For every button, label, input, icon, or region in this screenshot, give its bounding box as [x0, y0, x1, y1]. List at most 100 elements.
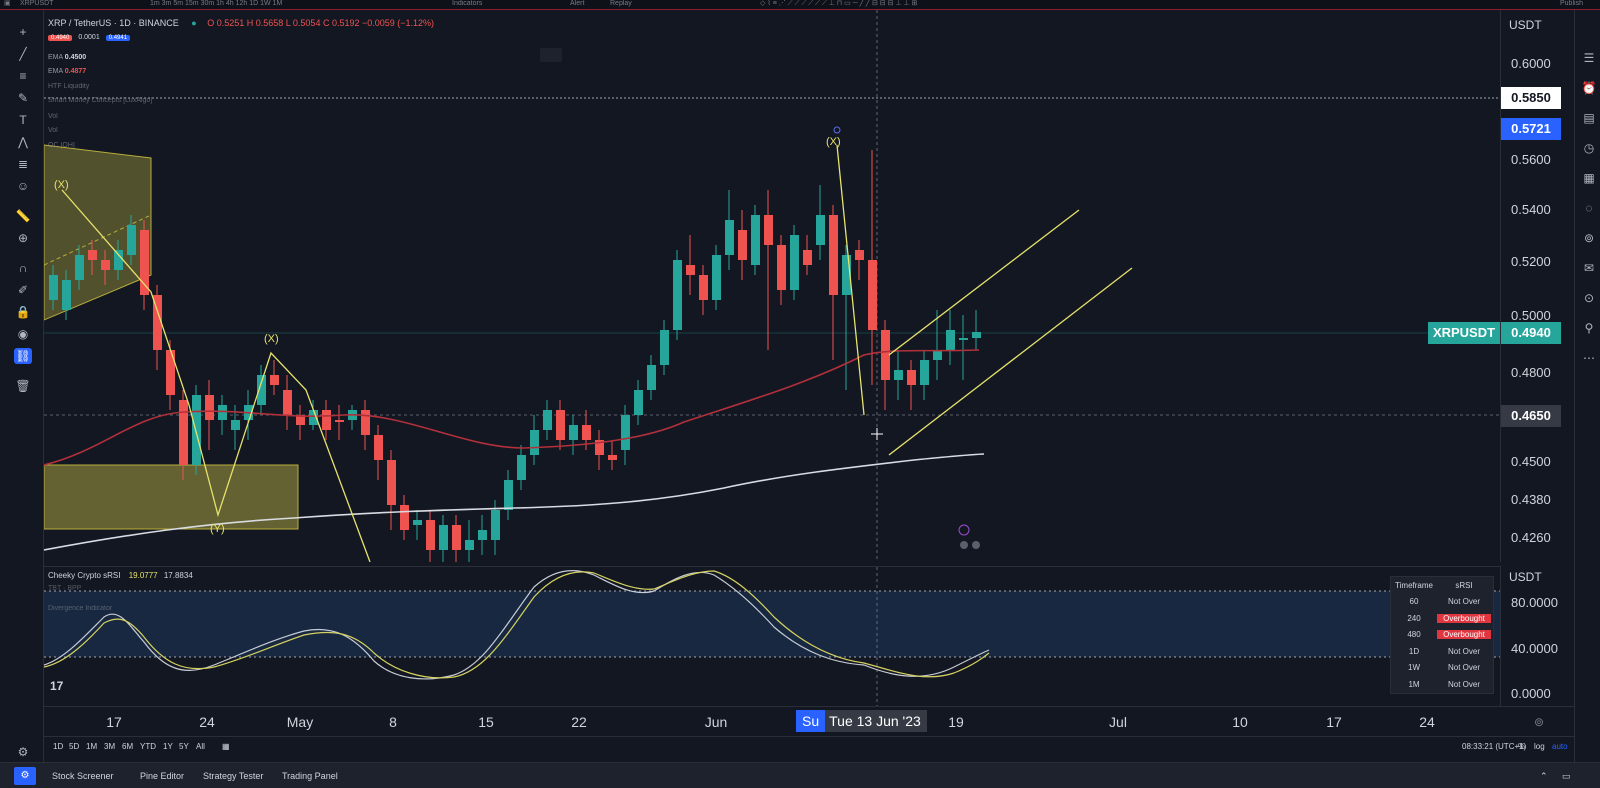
range-5y[interactable]: 5Y [179, 742, 189, 751]
tab-trading-panel[interactable]: Trading Panel [282, 771, 338, 781]
prediction-icon[interactable]: ≣ [17, 157, 29, 171]
zoom-icon[interactable]: ⊕ [17, 231, 29, 245]
legend-vol-2[interactable]: Vol [48, 127, 58, 134]
alert-button[interactable]: Alert [570, 0, 585, 7]
collapse-panel-icon[interactable]: ⌃ [1540, 771, 1548, 781]
indicators-button[interactable]: Indicators [452, 0, 483, 7]
candle-body [140, 230, 149, 295]
srsi-sub-legend-2[interactable]: Divergence Indicator [48, 605, 113, 612]
crosshair-icon[interactable]: + [19, 25, 27, 39]
bid-price[interactable]: 0.4940 [48, 35, 73, 41]
drawing-shortcuts[interactable]: ◇ ⌇ ≡ ⋰ ⟋ ⟋ ⟋ ⟋ ⟋ ⟋ ⊥ ⊓ ▭ ─ ╱ ╱ ⊟ ⊟ ⊟ ⊥ … [760, 0, 918, 7]
legend-ema-2[interactable]: EMA 0.4877 [48, 68, 87, 75]
maximize-panel-icon[interactable]: ▭ [1562, 771, 1571, 781]
calendar-icon[interactable]: ▦ [1583, 171, 1595, 185]
event-marker-icon[interactable] [958, 524, 970, 536]
range-all[interactable]: All [196, 742, 205, 751]
lock-icon[interactable]: 🔒 [15, 305, 31, 319]
symbol-search[interactable]: XRPUSDT [20, 0, 54, 7]
price-axis[interactable]: USDT 0.6000 0.5600 0.5400 0.5200 0.5000 … [1500, 10, 1574, 562]
symbol-line[interactable]: XRP / TetherUS · 1D · BINANCE [48, 18, 179, 28]
timeframes[interactable]: 1m 3m 5m 15m 30m 1h 4h 12h 1D 1W 1M [150, 0, 283, 7]
candle-body [192, 395, 201, 465]
candle-body [465, 540, 474, 550]
replay-button[interactable]: Replay [610, 0, 632, 7]
main-chart[interactable]: (X) (X) (Y) (X) XRP / TetherUS · 1D · BI… [44, 10, 1500, 562]
range-1y[interactable]: 1Y [163, 742, 173, 751]
tab-strategy-tester[interactable]: Strategy Tester [203, 771, 264, 781]
publish-button[interactable]: Publish [1560, 0, 1583, 7]
ask-price[interactable]: 0.4941 [105, 35, 131, 41]
legend-oc[interactable]: OC [OH] [48, 142, 75, 149]
range-3m[interactable]: 3M [104, 742, 116, 751]
trend-line-icon[interactable]: ╱ [19, 47, 27, 61]
help-icon[interactable]: ⋯ [1583, 351, 1595, 365]
tab-pine-editor[interactable]: Pine Editor [140, 771, 185, 781]
horizontal-lines-icon[interactable]: ≡ [19, 69, 27, 83]
emoji-icon[interactable]: ☺ [16, 179, 30, 193]
time-tick: 22 [571, 714, 587, 730]
streams-icon[interactable]: ⊚ [1583, 231, 1595, 245]
date-range-icon[interactable]: ▦ [222, 742, 230, 751]
srsi-table-header: Timeframe sRSI [1395, 580, 1473, 590]
candle-body [751, 215, 760, 265]
legend-vol-1[interactable]: Vol [48, 113, 58, 120]
table-row: 1D Not Over [1408, 646, 1480, 656]
wave-path-right [836, 144, 865, 416]
object-tree-icon[interactable]: ⚙ [17, 745, 29, 759]
magnet-icon[interactable]: ∩ [18, 261, 28, 275]
tab-stock-screener[interactable]: Stock Screener [52, 771, 114, 781]
time-tick: 24 [1419, 714, 1435, 730]
srsi-sub-legend-1[interactable]: TBT · BPP [48, 585, 82, 592]
candle-body [491, 510, 500, 540]
clock[interactable]: 08:33:21 (UTC+1) [1462, 742, 1527, 751]
chat-icon[interactable]: ✉ [1583, 261, 1595, 275]
price-tick: 0.4500 [1511, 454, 1551, 469]
ideas-icon[interactable]: ◌ [1585, 201, 1593, 215]
auto-toggle[interactable]: auto [1552, 742, 1568, 751]
eye-icon[interactable]: ◉ [17, 327, 29, 341]
legend-htf-liquidity[interactable]: HTF Liquidity [48, 83, 90, 90]
trash-icon[interactable]: 🗑 [15, 379, 31, 393]
srsi-pane[interactable]: Cheeky Crypto sRSI 19.0777 17.8834 TBT ·… [44, 566, 1500, 706]
watchlist-icon[interactable]: ☰ [1583, 51, 1595, 65]
last-price-tag: 0.4940 [1501, 322, 1561, 344]
candle-body [335, 420, 344, 422]
price-unit[interactable]: USDT [1509, 18, 1542, 32]
range-5d[interactable]: 5D [69, 742, 80, 751]
candle-body [543, 410, 552, 430]
lock-drawing-icon[interactable]: ✐ [17, 283, 29, 297]
link-icon[interactable]: ⛓ [14, 348, 32, 364]
spread: 0.0001 [78, 34, 100, 41]
log-toggle[interactable]: log [1534, 742, 1545, 751]
news-icon[interactable] [972, 541, 980, 549]
pattern-icon[interactable]: ⋀ [18, 135, 28, 149]
data-window-icon[interactable]: ▤ [1583, 111, 1595, 125]
legend-smc[interactable]: Smart Money Concepts [LuxAlgo] [48, 97, 153, 104]
candle-body [842, 255, 851, 295]
text-icon[interactable]: T [19, 113, 27, 127]
reset-zoom-icon[interactable]: ⊚ [1534, 715, 1545, 729]
legend-ema-1[interactable]: EMA 0.4500 [48, 54, 87, 61]
panel-toggle-icon[interactable]: ⚙ [14, 767, 36, 785]
percent-toggle[interactable]: % [1518, 742, 1526, 751]
range-6m[interactable]: 6M [122, 742, 134, 751]
price-chart-svg[interactable]: (X) (X) (Y) (X) [44, 10, 1500, 562]
range-1d[interactable]: 1D [53, 742, 64, 751]
time-tick: 10 [1232, 714, 1248, 730]
dom-icon[interactable]: ⚲ [1584, 321, 1594, 335]
srsi-legend[interactable]: Cheeky Crypto sRSI 19.0777 17.8834 [48, 571, 193, 580]
layout-toggle-icon[interactable] [540, 48, 562, 62]
notifications-icon[interactable]: ⊙ [1583, 291, 1595, 305]
brush-icon[interactable]: ✎ [17, 91, 29, 105]
demand-zone [44, 464, 299, 530]
srsi-axis[interactable]: USDT 80.0000 40.0000 0.0000 [1500, 566, 1574, 706]
range-ytd[interactable]: YTD [140, 742, 156, 751]
ruler-icon[interactable]: 📏 [15, 209, 31, 223]
news-icon[interactable] [960, 541, 968, 549]
chart-logo-icon[interactable]: ▣ [4, 0, 11, 7]
time-axis[interactable]: 17 24 May 8 15 22 Jun 19 Jul 10 17 24 Su… [44, 706, 1574, 736]
hotlist-icon[interactable]: ◷ [1583, 141, 1595, 155]
alerts-icon[interactable]: ⏰ [1581, 81, 1597, 95]
range-1m[interactable]: 1M [86, 742, 98, 751]
